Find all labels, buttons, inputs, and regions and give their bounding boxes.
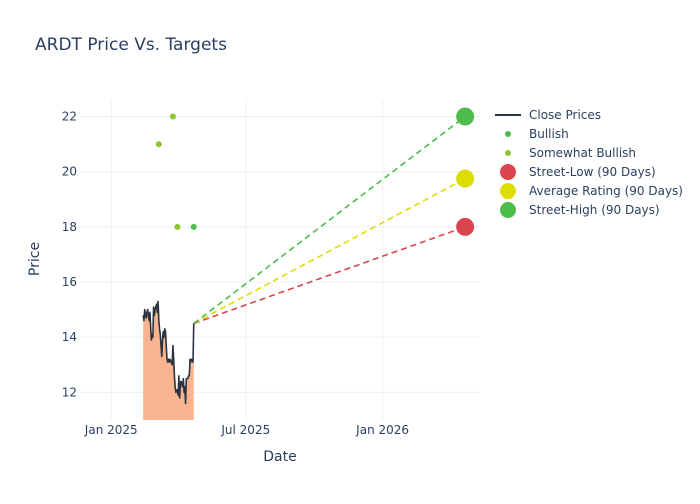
legend-marker-swatch <box>505 131 511 137</box>
y-tick-label: 20 <box>62 165 77 179</box>
legend-marker-swatch <box>505 150 511 156</box>
y-tick-label: 16 <box>62 275 77 289</box>
x-axis-title: Date <box>263 449 296 465</box>
legend-label: Close Prices <box>529 108 601 122</box>
street-low-days-line <box>193 226 466 325</box>
legend-target-swatch <box>500 202 516 218</box>
legend-target-swatch <box>500 183 516 199</box>
legend-label: Street-High (90 Days) <box>529 203 660 217</box>
y-tick-label: 22 <box>62 110 77 124</box>
legend: Close Prices Bullish Somewhat Bullish Stree… <box>495 108 683 218</box>
grid <box>80 100 480 420</box>
rating-markers <box>155 107 475 236</box>
street-high-days-point <box>456 107 475 126</box>
y-tick-label: 12 <box>62 385 77 399</box>
price-line <box>142 300 195 405</box>
axis-ticks: 12 14 16 18 20 22 Jan 2025 Jul 2025 Jan 2026 <box>62 110 409 437</box>
legend-label: Somewhat Bullish <box>529 146 636 160</box>
legend-label: Street-Low (90 Days) <box>529 165 656 179</box>
legend-label: Average Rating (90 Days) <box>529 184 683 198</box>
somewhat-bullish-marker <box>155 141 162 148</box>
legend-label: Bullish <box>529 127 569 141</box>
somewhat-bullish-marker <box>169 113 176 120</box>
y-tick-label: 18 <box>62 220 77 234</box>
target-lines <box>193 115 466 325</box>
somewhat-bullish-marker <box>174 223 181 230</box>
average-rating-days-point <box>456 169 475 188</box>
chart-title: ARDT Price Vs. Targets <box>35 35 227 55</box>
bullish-marker <box>190 223 197 230</box>
legend-target-swatch <box>500 164 516 180</box>
street-high-days-line <box>193 115 466 325</box>
street-low-days-point <box>456 217 475 236</box>
close-price-line <box>142 300 195 405</box>
x-tick-label: Jul 2025 <box>220 423 270 437</box>
average-rating-days-line <box>193 177 466 325</box>
x-tick-label: Jan 2025 <box>84 423 138 437</box>
y-axis-title: Price <box>27 242 43 276</box>
y-tick-label: 14 <box>62 330 77 344</box>
x-tick-label: Jan 2026 <box>355 423 409 437</box>
